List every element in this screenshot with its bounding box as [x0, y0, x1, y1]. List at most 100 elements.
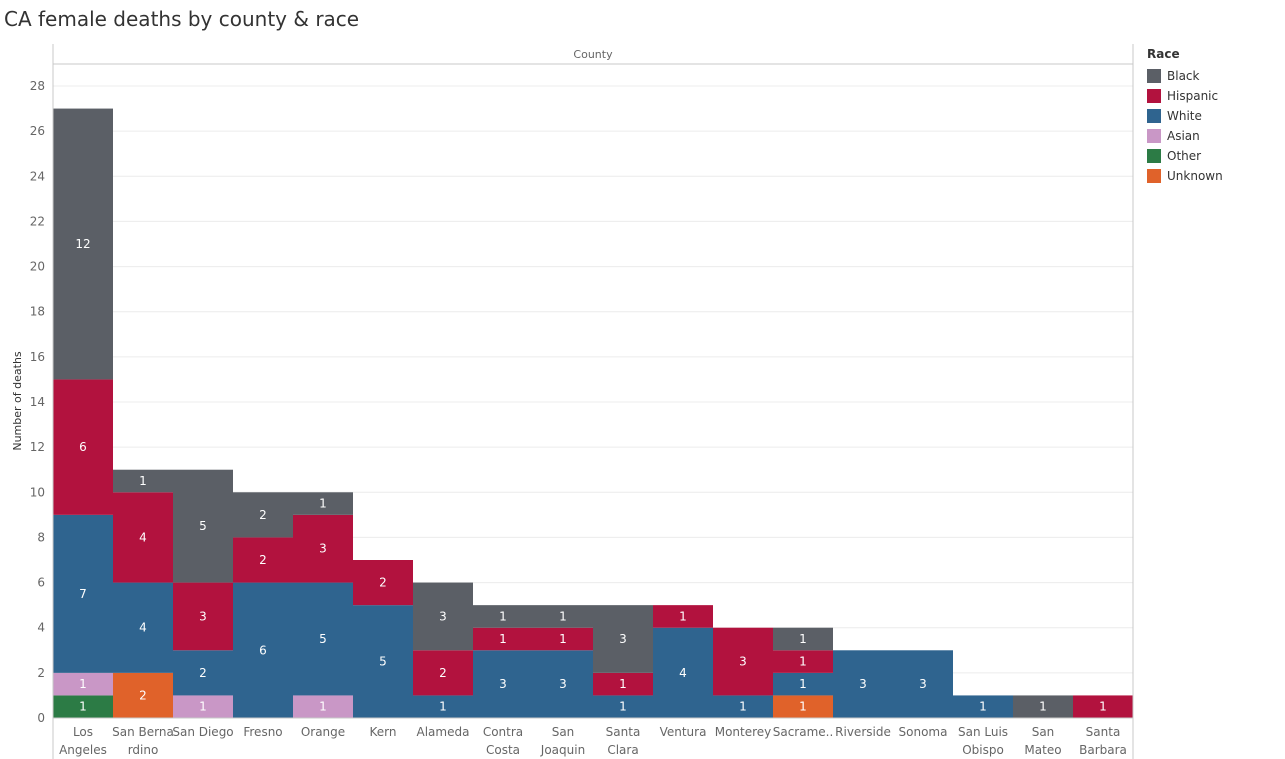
- bar-segment-black[interactable]: [113, 469, 173, 493]
- legend-item-other[interactable]: Other: [1147, 146, 1277, 166]
- bar-segment-hispanic[interactable]: [113, 492, 173, 583]
- bar-value-label: 1: [739, 700, 747, 714]
- x-tick-label: Barbara: [1079, 743, 1127, 757]
- bar-value-label: 1: [439, 700, 447, 714]
- bar-value-label: 2: [139, 688, 147, 702]
- bar-segment-black[interactable]: [1013, 695, 1073, 718]
- bar-segment-other[interactable]: [53, 695, 113, 718]
- bar-value-label: 3: [439, 609, 447, 623]
- bar-segment-hispanic[interactable]: [1073, 695, 1133, 718]
- legend-label: Hispanic: [1167, 89, 1219, 103]
- bar-segment-hispanic[interactable]: [533, 627, 593, 651]
- x-tick-label: Alameda: [417, 725, 470, 739]
- bar-value-label: 6: [79, 440, 87, 454]
- x-tick-label: San Luis: [958, 725, 1008, 739]
- bars[interactable]: 1176122441123562215315212331131111341131…: [53, 108, 1133, 718]
- bar-value-label: 1: [319, 497, 327, 511]
- bar-value-label: 1: [559, 632, 567, 646]
- legend-item-white[interactable]: White: [1147, 106, 1277, 126]
- bar-segment-black[interactable]: [173, 469, 233, 583]
- bar-segment-asian[interactable]: [173, 695, 233, 718]
- legend-swatch: [1147, 109, 1161, 123]
- legend-swatch: [1147, 89, 1161, 103]
- y-tick-label: 2: [37, 666, 45, 680]
- bar-segment-black[interactable]: [533, 605, 593, 628]
- bar-segment-hispanic[interactable]: [353, 560, 413, 606]
- bar-value-label: 1: [799, 677, 807, 691]
- bar-segment-white[interactable]: [653, 627, 713, 718]
- bar-value-label: 4: [139, 621, 147, 635]
- x-axis-title: County: [573, 48, 613, 61]
- bar-value-label: 3: [919, 677, 927, 691]
- legend-item-asian[interactable]: Asian: [1147, 126, 1277, 146]
- bar-segment-unknown[interactable]: [773, 695, 833, 718]
- bar-segment-hispanic[interactable]: [473, 627, 533, 651]
- bar-segment-white[interactable]: [293, 582, 353, 696]
- bar-value-label: 4: [139, 530, 147, 544]
- bar-segment-black[interactable]: [233, 492, 293, 538]
- bar-segment-white[interactable]: [413, 695, 473, 718]
- bar-segment-white[interactable]: [533, 650, 593, 718]
- x-tick-label: San Berna: [112, 725, 174, 739]
- bar-segment-black[interactable]: [53, 108, 113, 380]
- legend-swatch: [1147, 69, 1161, 83]
- bar-value-label: 2: [379, 576, 387, 590]
- bar-segment-black[interactable]: [413, 582, 473, 651]
- bar-value-label: 1: [79, 677, 87, 691]
- legend-item-black[interactable]: Black: [1147, 66, 1277, 86]
- bar-value-label: 3: [739, 655, 747, 669]
- y-tick-label: 20: [30, 260, 45, 274]
- legend-label: Asian: [1167, 129, 1200, 143]
- legend-item-hispanic[interactable]: Hispanic: [1147, 86, 1277, 106]
- bar-segment-hispanic[interactable]: [593, 672, 653, 696]
- bar-segment-white[interactable]: [53, 514, 113, 673]
- bar-segment-white[interactable]: [953, 695, 1013, 718]
- bar-segment-asian[interactable]: [293, 695, 353, 718]
- bar-segment-white[interactable]: [593, 695, 653, 718]
- bar-value-label: 1: [1039, 700, 1047, 714]
- bar-segment-black[interactable]: [773, 627, 833, 651]
- bar-segment-black[interactable]: [593, 605, 653, 673]
- bar-segment-hispanic[interactable]: [713, 627, 773, 696]
- bar-segment-black[interactable]: [473, 605, 533, 628]
- bar-segment-hispanic[interactable]: [413, 650, 473, 696]
- y-axis-title: Number of deaths: [11, 351, 24, 451]
- bar-segment-white[interactable]: [893, 650, 953, 718]
- bar-segment-hispanic[interactable]: [293, 514, 353, 583]
- bar-value-label: 1: [499, 632, 507, 646]
- bar-value-label: 1: [619, 700, 627, 714]
- bar-segment-hispanic[interactable]: [653, 605, 713, 628]
- bar-segment-unknown[interactable]: [113, 672, 173, 718]
- bar-value-label: 3: [559, 677, 567, 691]
- bar-segment-black[interactable]: [293, 492, 353, 515]
- x-tick-label: Mateo: [1024, 743, 1061, 757]
- bar-segment-hispanic[interactable]: [53, 379, 113, 515]
- legend-item-unknown[interactable]: Unknown: [1147, 166, 1277, 186]
- bar-segment-white[interactable]: [773, 672, 833, 696]
- bar-segment-white[interactable]: [113, 582, 173, 673]
- bar-segment-white[interactable]: [173, 650, 233, 696]
- x-tick-label: San: [1032, 725, 1055, 739]
- legend[interactable]: Race Black Hispanic White Asian Other Unknown: [1147, 46, 1277, 186]
- x-tick-label: rdino: [128, 743, 159, 757]
- x-tick-label: Angeles: [59, 743, 107, 757]
- bar-segment-asian[interactable]: [53, 672, 113, 696]
- bar-value-label: 1: [199, 700, 207, 714]
- x-tick-label: Riverside: [835, 725, 891, 739]
- bar-value-label: 5: [379, 655, 387, 669]
- y-tick-label: 24: [30, 169, 45, 183]
- bar-segment-white[interactable]: [713, 695, 773, 718]
- bar-segment-hispanic[interactable]: [773, 650, 833, 673]
- x-tick-label: Santa: [606, 725, 641, 739]
- x-tick-label: Kern: [370, 725, 397, 739]
- bar-segment-white[interactable]: [473, 650, 533, 718]
- x-tick-label: Fresno: [243, 725, 282, 739]
- bar-segment-hispanic[interactable]: [173, 582, 233, 651]
- bar-segment-white[interactable]: [833, 650, 893, 718]
- bar-value-label: 1: [79, 700, 87, 714]
- bar-segment-white[interactable]: [233, 582, 293, 718]
- bar-segment-hispanic[interactable]: [233, 537, 293, 583]
- x-axis: Los Angeles San Berna rdino San Diego Fresno O…: [59, 725, 1127, 757]
- bar-segment-white[interactable]: [353, 605, 413, 718]
